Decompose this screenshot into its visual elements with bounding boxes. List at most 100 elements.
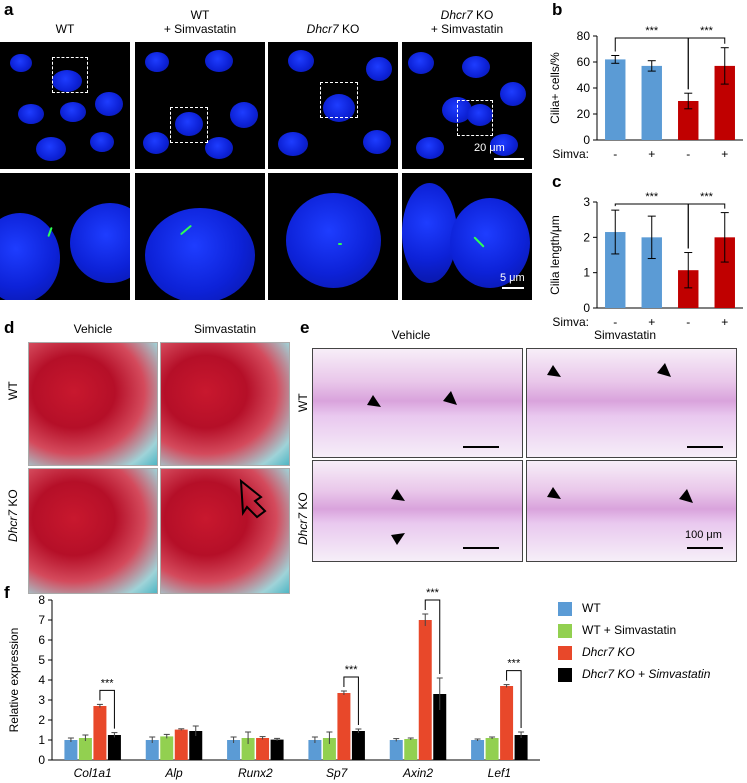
bar [433,694,447,760]
significance-bracket [687,203,726,249]
x-category-label: - [613,315,617,329]
chart-f: 0 1 2 3 4 5 6 7 8 Relative expression Col1a1 Alp Run… [7,588,540,780]
bar [605,59,626,140]
y-tick-label: 20 [577,107,591,121]
legend-swatch [558,668,572,682]
col-label-wt-simva: WT + Simvastatin [163,8,237,36]
histology-wt-simva [526,348,737,458]
significance-label: *** [101,677,115,689]
bar [270,739,284,760]
skull-ko-simva [160,468,290,594]
significance-label: *** [645,191,659,203]
significance-bracket [506,670,522,728]
bar [678,270,699,308]
bar [485,738,499,760]
x-axis-label: Simva: [552,315,589,329]
bar [107,735,121,760]
x-category-label: - [686,147,690,161]
micrograph-wt-simva-zoom [135,173,265,300]
significance-bracket [687,37,726,90]
y-tick-label: 2 [38,713,45,727]
bar [337,693,351,760]
significance-label: *** [700,191,714,203]
col-label-wt: WT [55,22,75,36]
y-axis-label: Cilia length/μm [548,215,562,295]
bar [227,740,241,760]
e-col-vehicle: Vehicle [391,328,431,342]
bar [93,706,107,760]
bar [174,729,188,760]
micrograph-ko-simva-zoom: 5 μm [402,173,532,300]
x-category-label: Runx2 [238,766,273,780]
histology-wt-vehicle [312,348,523,458]
bar [500,686,514,760]
bar [256,738,270,760]
y-axis-label: Cilia+ cells/% [548,52,562,124]
micrograph-wt-zoom [0,173,130,300]
x-category-label: Alp [164,766,183,780]
d-col-simva: Simvastatin [193,322,257,336]
panel-letter-d: d [4,318,15,337]
y-tick-label: 80 [577,29,591,43]
y-tick-label: 0 [583,133,590,147]
y-tick-label: 2 [583,230,590,244]
panel-letter-a: a [4,0,14,19]
legend-swatch [558,602,572,616]
legend-wt-simva: WT + Simvastatin [582,623,677,637]
bar [471,740,485,760]
legend-swatch [558,624,572,638]
panel-letter-e: e [300,318,310,337]
bar [322,738,336,760]
x-category-label: Axin2 [402,766,433,780]
e-col-simva: Simvastatin [593,328,657,342]
d-col-vehicle: Vehicle [73,322,113,336]
significance-bracket [343,676,359,725]
bar [514,735,528,760]
micrograph-ko-top [268,42,398,169]
bar [308,740,322,760]
x-category-label: + [721,147,728,161]
bar [418,620,432,760]
x-category-label: - [613,147,617,161]
significance-label: *** [426,588,440,599]
micrograph-ko-simva-top: 20 μm [402,42,532,169]
bar [389,740,403,760]
y-tick-label: 3 [583,195,590,209]
x-category-label: + [648,315,655,329]
d-row-ko: Dhcr7 KO [6,489,20,542]
bar [64,740,78,760]
histology-ko-vehicle [312,460,523,562]
e-row-wt: WT [296,393,310,412]
bar [641,237,662,308]
y-tick-label: 1 [38,733,45,747]
x-category-label: - [686,315,690,329]
bar [714,237,735,308]
skull-ko-vehicle [28,468,158,594]
x-category-label: Lef1 [488,766,511,780]
micrograph-wt-simva-top [135,42,265,169]
y-tick-label: 8 [38,593,45,607]
legend-swatch [558,646,572,660]
significance-bracket [424,599,441,674]
y-axis-label: Relative expression [7,628,21,733]
bar [160,736,174,760]
y-tick-label: 3 [38,693,45,707]
bar [241,738,255,760]
y-tick-label: 40 [577,81,591,95]
x-category-label: Col1a1 [74,766,112,780]
histology-ko-simva: 100 μm [526,460,737,562]
bar [714,65,735,140]
col-label-ko: Dhcr7 KO [306,22,360,36]
significance-label: *** [645,25,659,37]
legend-wt: WT [582,601,601,615]
y-tick-label: 7 [38,613,45,627]
e-scale-label: 100 μm [685,529,722,541]
skull-wt-simva [160,342,290,466]
y-tick-label: 6 [38,633,45,647]
significance-label: *** [700,25,714,37]
scale-label-bottom: 5 μm [500,272,525,284]
e-row-ko: Dhcr7 KO [296,492,310,545]
significance-bracket [99,689,115,729]
bar [404,739,418,760]
significance-label: *** [345,664,359,676]
